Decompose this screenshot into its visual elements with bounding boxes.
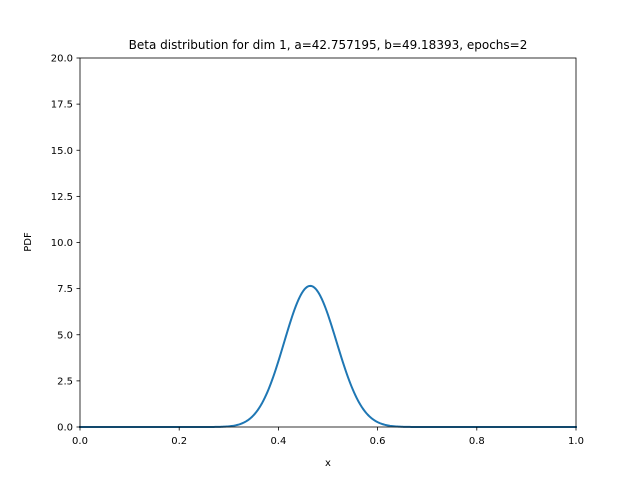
y-axis: 0.0 2.5 5.0 7.5 10.0 12.5 15.0 17.5 20.0 xyxy=(51,54,80,434)
y-tick-label: 0.0 xyxy=(57,423,73,434)
x-axis: 0.0 0.2 0.4 0.6 0.8 1.0 xyxy=(72,427,584,447)
x-tick-label: 1.0 xyxy=(568,436,584,447)
y-tick-label: 12.5 xyxy=(51,192,73,203)
x-axis-label: x xyxy=(325,458,331,469)
y-tick-label: 20.0 xyxy=(51,54,73,65)
y-tick-label: 7.5 xyxy=(57,284,73,295)
y-tick-label: 10.0 xyxy=(51,238,73,249)
y-tick-label: 2.5 xyxy=(57,376,73,387)
x-tick-label: 0.6 xyxy=(370,436,386,447)
y-tick-label: 17.5 xyxy=(51,100,73,111)
x-tick-label: 0.4 xyxy=(270,436,286,447)
x-tick-label: 0.2 xyxy=(171,436,187,447)
y-tick-label: 5.0 xyxy=(57,330,73,341)
chart-title: Beta distribution for dim 1, a=42.757195… xyxy=(129,38,528,52)
x-tick-label: 0.0 xyxy=(72,436,88,447)
y-axis-label: PDF xyxy=(23,232,34,252)
y-tick-label: 15.0 xyxy=(51,146,73,157)
x-tick-label: 0.8 xyxy=(469,436,485,447)
